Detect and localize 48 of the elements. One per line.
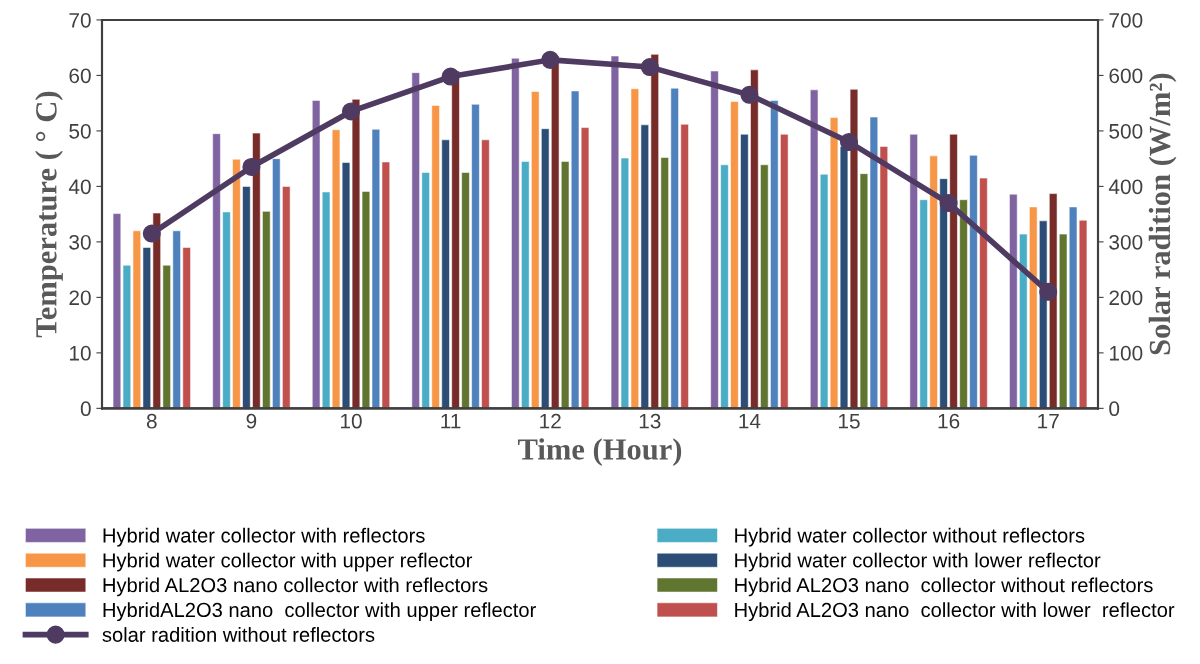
y-tick-label: 70 [69, 12, 91, 28]
y2-tick-label: 600 [1109, 68, 1143, 84]
legend-label: Hybrid AL2O3 nano collector with reflectors [103, 577, 488, 597]
point [640, 58, 659, 77]
point [839, 132, 859, 152]
legend-label: Hybrid water collector without reflectors [735, 527, 1085, 547]
y-tick-label: 30 [69, 234, 91, 250]
point [341, 102, 361, 121]
x-tick-label: 14 [739, 413, 761, 429]
legend-label: Hybrid water collector with upper reflector [103, 552, 473, 572]
y-tick-label: 10 [70, 345, 91, 361]
point [142, 224, 161, 243]
x-tick-label: 13 [639, 413, 661, 429]
y2-axis-title: Solar radition (W/m²) [1148, 73, 1177, 355]
x-tick-label: 8 [146, 413, 157, 429]
point [740, 85, 759, 104]
y-axis-title: Temperature ( ° C) [35, 91, 63, 338]
y2-tick-label: 200 [1109, 290, 1143, 306]
x-tick-label: 9 [246, 413, 257, 429]
point [939, 194, 958, 213]
legend-label: HybridAL2O3 nano collector with upper reflector [103, 602, 536, 622]
x-tick-label: 10 [341, 413, 362, 429]
legend-label: solar radition without reflectors [102, 627, 375, 642]
x-tick-label: 12 [540, 413, 561, 429]
x-tick-label: 15 [839, 413, 860, 429]
x-tick-label: 16 [938, 413, 960, 429]
point [541, 50, 560, 69]
y2-tick-label: 300 [1109, 234, 1143, 250]
point [242, 157, 261, 177]
legend-label: Hybrid AL2O3 nano collector without reflectors [735, 577, 1153, 597]
y2-tick-label: 700 [1109, 12, 1143, 28]
y-tick-label: 40 [68, 179, 91, 195]
legend-label: Hybrid water collector with reflectors [103, 527, 425, 547]
y2-tick-label: 0 [1109, 401, 1120, 417]
y-tick-label: 60 [69, 68, 91, 84]
x-axis-title: Time (Hour) [518, 438, 682, 466]
x-tick-label: 11 [441, 413, 461, 429]
y2-tick-label: 400 [1108, 179, 1143, 195]
point [1039, 282, 1058, 301]
y-tick-label: 0 [80, 401, 91, 417]
legend-label: Hybrid AL2O3 nano collector with lower reflector [735, 602, 1175, 622]
y-tick-label: 50 [69, 123, 91, 139]
y2-tick-label: 100 [1110, 345, 1143, 361]
y2-tick-label: 500 [1109, 123, 1143, 139]
legend-label: Hybrid water collector with lower reflector [735, 552, 1101, 572]
x-tick-label: 17 [1038, 413, 1059, 429]
y-tick-label: 20 [69, 290, 91, 306]
point [441, 67, 460, 86]
